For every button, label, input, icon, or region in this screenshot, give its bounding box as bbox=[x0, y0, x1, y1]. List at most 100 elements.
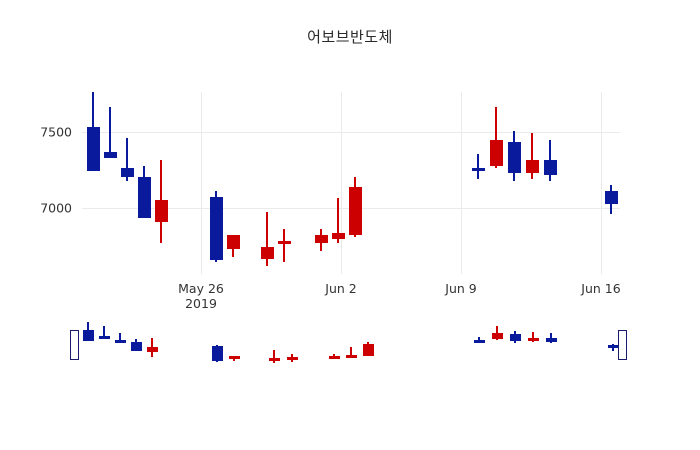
candle-body bbox=[348, 186, 362, 236]
candle-body bbox=[507, 142, 521, 174]
x-tick-year: 2019 bbox=[185, 296, 217, 311]
overview-candle-body bbox=[607, 345, 619, 349]
overview-candle-body bbox=[146, 347, 158, 353]
overview-candlestick[interactable] bbox=[473, 318, 485, 370]
candle-wick bbox=[126, 138, 128, 182]
candle-body bbox=[277, 241, 291, 245]
x-tick-date: May 26 bbox=[178, 281, 224, 296]
candlestick[interactable] bbox=[209, 92, 223, 274]
overview-candle-body bbox=[114, 339, 126, 343]
overview-candle-body bbox=[527, 337, 539, 342]
y-axis-labels: 7500 7000 bbox=[0, 92, 82, 274]
candlestick[interactable] bbox=[86, 92, 100, 274]
overview-candle-body bbox=[473, 339, 485, 343]
right-range-handle[interactable] bbox=[618, 330, 627, 360]
overview-candlestick[interactable] bbox=[509, 318, 521, 370]
candlestick[interactable] bbox=[120, 92, 134, 274]
candlestick[interactable] bbox=[314, 92, 328, 274]
candle-body bbox=[209, 196, 223, 261]
candle-body bbox=[331, 233, 345, 240]
overview-candle-body bbox=[328, 355, 340, 359]
gridline-horizontal bbox=[82, 132, 620, 133]
candle-wick bbox=[283, 229, 285, 263]
candlestick[interactable] bbox=[507, 92, 521, 274]
overview-candle-body bbox=[130, 341, 142, 352]
candlestick[interactable] bbox=[604, 92, 618, 274]
candle-wick bbox=[266, 212, 268, 267]
overview-candlestick[interactable] bbox=[607, 318, 619, 370]
y-tick-label: 7000 bbox=[40, 200, 72, 216]
overview-candlestick[interactable] bbox=[362, 318, 374, 370]
overview-candle-body bbox=[211, 346, 223, 362]
overview-candlestick[interactable] bbox=[114, 318, 126, 370]
overview-candlestick[interactable] bbox=[146, 318, 158, 370]
candle-body bbox=[314, 235, 328, 243]
candlestick[interactable] bbox=[489, 92, 503, 274]
overview-candle-body bbox=[362, 344, 374, 356]
left-range-handle[interactable] bbox=[70, 330, 79, 360]
candle-body bbox=[120, 167, 134, 178]
overview-candle-body bbox=[545, 337, 557, 342]
candle-wick bbox=[531, 132, 533, 180]
overview-candle-wick bbox=[233, 356, 235, 361]
candlestick[interactable] bbox=[471, 92, 485, 274]
overview-candle-wick bbox=[532, 331, 534, 343]
candlestick[interactable] bbox=[226, 92, 240, 274]
overview-candlestick[interactable] bbox=[268, 318, 280, 370]
candlestick[interactable] bbox=[525, 92, 539, 274]
overview-candle-body bbox=[286, 356, 298, 360]
overview-candlestick[interactable] bbox=[527, 318, 539, 370]
candlestick[interactable] bbox=[348, 92, 362, 274]
candlestick[interactable] bbox=[277, 92, 291, 274]
overview-candle-body bbox=[82, 330, 94, 341]
candlestick[interactable] bbox=[260, 92, 274, 274]
overview-candle-wick bbox=[496, 325, 498, 340]
candle-wick bbox=[109, 107, 111, 158]
overview-candle-wick bbox=[103, 325, 105, 338]
overview-candle-body bbox=[268, 358, 280, 362]
candlestick[interactable] bbox=[103, 92, 117, 274]
chart-title: 어보브반도체 bbox=[307, 28, 393, 46]
gridline-vertical bbox=[461, 92, 462, 274]
x-tick-label: Jun 2 bbox=[325, 281, 357, 296]
overview-candlestick[interactable] bbox=[328, 318, 340, 370]
candle-body bbox=[489, 140, 503, 166]
candle-wick bbox=[495, 107, 497, 168]
candlestick[interactable] bbox=[331, 92, 345, 274]
overview-candlestick[interactable] bbox=[286, 318, 298, 370]
overview-candlestick[interactable] bbox=[545, 318, 557, 370]
overview-candlestick[interactable] bbox=[228, 318, 240, 370]
overview-candle-wick bbox=[350, 346, 352, 358]
candlestick[interactable] bbox=[137, 92, 151, 274]
overview-candle-wick bbox=[119, 332, 121, 343]
overview-candlestick[interactable] bbox=[130, 318, 142, 370]
x-tick-label: May 26 2019 bbox=[178, 281, 224, 311]
overview-candle-body bbox=[491, 333, 503, 340]
candlestick[interactable] bbox=[154, 92, 168, 274]
overview-candle-wick bbox=[273, 350, 275, 363]
overview-candlestick[interactable] bbox=[98, 318, 110, 370]
overview-candle-body bbox=[98, 336, 110, 340]
overview-candle-wick bbox=[478, 336, 480, 343]
gridline-vertical bbox=[601, 92, 602, 274]
overview-candle-body bbox=[228, 355, 240, 359]
candle-wick bbox=[232, 241, 234, 257]
overview-candle-body bbox=[509, 333, 521, 342]
candle-body bbox=[226, 235, 240, 249]
candlestick[interactable] bbox=[543, 92, 557, 274]
overview-candlestick[interactable] bbox=[82, 318, 94, 370]
candle-body bbox=[604, 190, 618, 205]
x-tick-label: Jun 9 bbox=[445, 281, 477, 296]
candle-body bbox=[86, 126, 100, 172]
range-selector-panel[interactable] bbox=[62, 318, 640, 370]
overview-candlestick[interactable] bbox=[211, 318, 223, 370]
overview-candlestick[interactable] bbox=[491, 318, 503, 370]
candle-body bbox=[260, 246, 274, 259]
overview-candlestick[interactable] bbox=[345, 318, 357, 370]
candle-wick bbox=[477, 153, 479, 180]
gridline-vertical bbox=[201, 92, 202, 274]
x-tick-label: Jun 16 bbox=[581, 281, 621, 296]
price-plot-area bbox=[82, 92, 620, 274]
candle-body bbox=[471, 167, 485, 171]
